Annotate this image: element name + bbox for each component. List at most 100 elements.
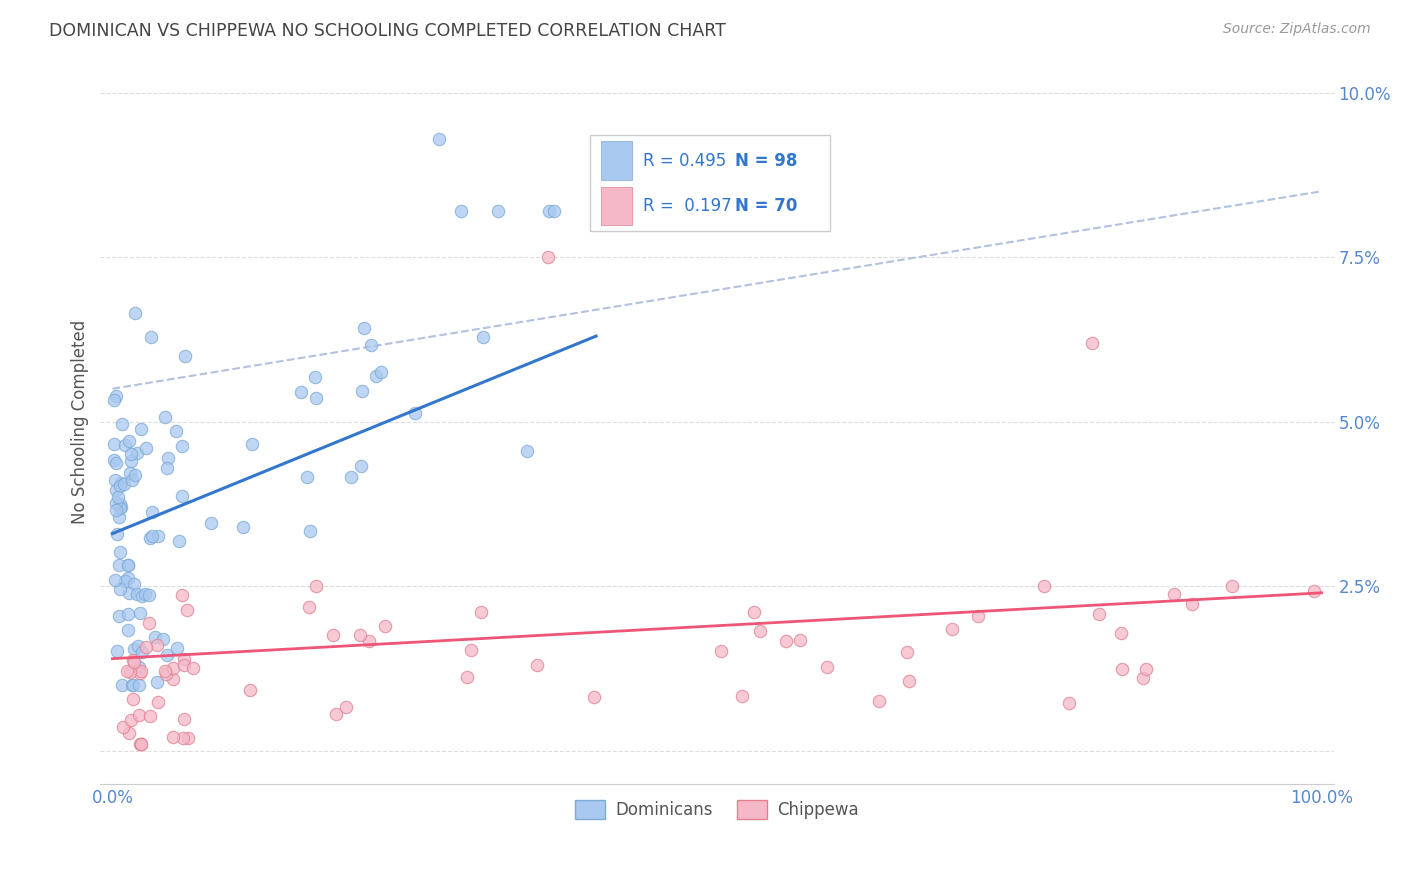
Point (141, 505, 163, 519)
Point (131, 665, 153, 679)
Point (120, 453, 142, 467)
Point (427, 131, 450, 145)
Point (537, 204, 560, 219)
Text: Source: ZipAtlas.com: Source: ZipAtlas.com (1223, 22, 1371, 37)
Point (167, 533, 190, 548)
Point (173, 658, 195, 673)
Point (172, 489, 194, 503)
Point (304, 369, 326, 384)
Text: N = 70: N = 70 (735, 197, 797, 215)
Point (1081, 335, 1104, 350)
Point (775, 634, 797, 648)
Point (898, 674, 921, 689)
Point (121, 691, 143, 706)
Point (117, 623, 139, 637)
Point (731, 689, 754, 703)
Point (350, 458, 373, 473)
Point (124, 306, 146, 320)
Point (200, 516, 222, 530)
Point (108, 609, 131, 624)
Point (138, 615, 160, 630)
Point (896, 645, 918, 659)
Point (153, 665, 176, 679)
Point (176, 602, 198, 616)
Point (117, 558, 139, 573)
Point (166, 640, 188, 655)
Point (135, 640, 157, 654)
Point (297, 600, 319, 615)
Point (120, 466, 142, 480)
Point (966, 609, 988, 624)
Point (537, 250, 560, 264)
Point (156, 460, 179, 475)
Point (290, 384, 312, 399)
Point (165, 425, 187, 439)
Point (335, 700, 357, 714)
Point (114, 574, 136, 589)
Point (125, 446, 148, 460)
Point (104, 473, 127, 487)
Point (162, 730, 184, 744)
Point (353, 321, 375, 335)
Point (240, 436, 263, 450)
Point (170, 588, 193, 602)
Point (128, 678, 150, 692)
Point (146, 638, 169, 652)
Point (103, 437, 125, 451)
Point (120, 447, 142, 461)
Point (118, 665, 141, 680)
Point (472, 330, 495, 344)
Point (162, 672, 184, 686)
Point (162, 661, 184, 675)
Point (789, 632, 811, 647)
Point (239, 682, 262, 697)
Point (122, 577, 145, 591)
Point (516, 443, 538, 458)
Point (177, 731, 200, 745)
Point (340, 470, 363, 484)
Point (460, 642, 482, 657)
Point (105, 496, 128, 510)
Point (1163, 587, 1185, 601)
Point (139, 532, 162, 546)
Point (138, 588, 160, 602)
Point (108, 501, 131, 516)
Point (115, 664, 138, 678)
Point (120, 713, 142, 727)
Point (583, 690, 606, 704)
Point (360, 338, 382, 352)
Point (1220, 579, 1243, 593)
Point (749, 624, 772, 638)
Point (155, 666, 177, 681)
Point (124, 468, 146, 483)
Text: N = 98: N = 98 (735, 152, 797, 169)
Point (486, 204, 509, 219)
Point (299, 524, 322, 538)
Point (232, 519, 254, 533)
Point (121, 473, 143, 487)
Point (941, 623, 963, 637)
Point (111, 720, 134, 734)
Point (143, 630, 166, 644)
Point (139, 709, 162, 723)
Point (107, 509, 129, 524)
Point (129, 607, 152, 621)
Point (131, 422, 153, 436)
Point (117, 607, 139, 622)
Point (543, 204, 565, 219)
Point (108, 479, 131, 493)
Point (1111, 662, 1133, 676)
Point (456, 670, 478, 684)
Point (110, 476, 132, 491)
Point (710, 644, 733, 658)
Point (350, 384, 373, 399)
Point (1088, 607, 1111, 621)
Point (170, 440, 193, 454)
Point (128, 660, 150, 674)
Point (117, 434, 139, 449)
Point (125, 587, 148, 601)
Point (107, 490, 129, 504)
Point (114, 438, 136, 452)
Point (156, 648, 179, 662)
Point (108, 497, 131, 511)
